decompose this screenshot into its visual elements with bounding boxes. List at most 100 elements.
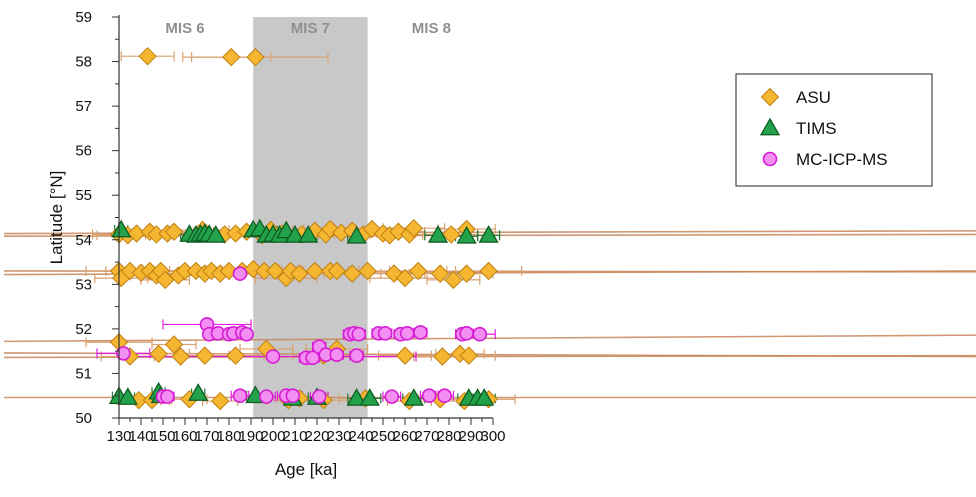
asu-point: [210, 391, 230, 411]
asu-point: [120, 261, 140, 281]
y-tick-label: 54: [75, 232, 92, 249]
y-tick-label: 55: [75, 187, 92, 204]
mc-icp-ms-point: [413, 325, 428, 340]
mc-icp-ms-point: [232, 388, 248, 404]
period-label: MIS 6: [165, 20, 204, 37]
x-tick-label: 230: [326, 428, 351, 445]
x-tick-label: 290: [458, 428, 483, 445]
x-tick-label: 140: [128, 428, 153, 445]
tims-point: [284, 225, 306, 243]
tims-point: [346, 388, 367, 406]
tims-point: [478, 225, 499, 243]
mc-icp-ms-point: [349, 348, 364, 363]
mc-icp-ms-point: [232, 266, 248, 281]
asu-point: [444, 270, 463, 290]
mc-icp-ms-point: [160, 389, 175, 404]
tims-point: [111, 219, 132, 238]
mc-icp-ms-point: [116, 346, 131, 361]
x-tick-label: 170: [194, 428, 219, 445]
asu-point: [171, 347, 190, 366]
x-tick-label: 210: [282, 428, 307, 445]
asu-point: [430, 264, 450, 283]
x-tick-label: 160: [172, 428, 197, 445]
mc-icp-ms-point: [437, 388, 452, 404]
tims-point: [456, 225, 477, 244]
mc-icp-ms-point: [377, 326, 393, 341]
y-tick-label: 52: [75, 321, 92, 338]
y-axis-label: Latitude [°N]: [47, 171, 66, 265]
legend-label: TIMS: [796, 119, 837, 138]
asu-point: [433, 347, 452, 366]
y-tick-label: 59: [75, 9, 92, 26]
asu-point: [479, 261, 498, 281]
tims-point: [427, 225, 449, 243]
tims-point: [474, 388, 495, 406]
asu-point: [221, 47, 241, 67]
period-label: MIS 8: [412, 20, 451, 37]
asu-point: [265, 261, 285, 281]
asu-point: [246, 47, 265, 67]
x-tick-label: 240: [348, 428, 373, 445]
x-tick-label: 130: [106, 428, 131, 445]
asu-point: [164, 335, 184, 354]
legend-marker: [762, 151, 778, 167]
legend-marker: [759, 117, 781, 136]
asu-point: [459, 346, 479, 365]
tims-point: [188, 383, 209, 401]
legend-marker: [760, 87, 780, 107]
y-tick-label: 50: [75, 410, 92, 427]
x-tick-label: 280: [436, 428, 461, 445]
asu-point: [164, 222, 184, 241]
x-tick-label: 250: [370, 428, 395, 445]
asu-point: [290, 264, 309, 283]
mc-icp-ms-point: [265, 349, 281, 364]
y-tick-label: 56: [75, 143, 92, 160]
mc-icp-ms-point: [399, 326, 415, 341]
y-tick-label: 57: [75, 98, 92, 115]
tims-point: [117, 387, 138, 405]
asu-point: [358, 261, 377, 281]
y-tick-label: 58: [75, 54, 92, 71]
x-tick-label: 270: [414, 428, 439, 445]
mc-icp-ms-point: [329, 347, 345, 363]
asu-point: [195, 346, 215, 365]
mc-icp-ms-point: [305, 350, 320, 366]
period-label: MIS 7: [291, 20, 330, 37]
x-tick-label: 180: [216, 428, 241, 445]
x-axis-label: Age [ka]: [275, 460, 337, 479]
mc-icp-ms-point: [459, 326, 474, 341]
x-tick-label: 220: [304, 428, 329, 445]
mc-icp-ms-point: [285, 388, 301, 404]
asu-point: [305, 261, 325, 281]
asu-point: [243, 259, 263, 279]
mc-icp-ms-point: [384, 389, 400, 404]
tims-point: [298, 225, 319, 243]
tims-point: [346, 225, 367, 244]
asu-point: [441, 225, 461, 244]
y-tick-label: 51: [75, 365, 92, 382]
x-tick-label: 260: [392, 428, 417, 445]
asu-point: [395, 346, 415, 365]
asu-point: [457, 264, 476, 283]
tims-point: [403, 388, 424, 406]
x-tick-label: 200: [260, 428, 285, 445]
asu-point: [408, 261, 428, 281]
asu-point: [404, 218, 424, 238]
asu-point: [395, 268, 415, 288]
mc-icp-ms-point: [421, 388, 437, 404]
mc-icp-ms-point: [311, 389, 327, 404]
mc-icp-ms-point: [239, 326, 254, 342]
mc-icp-ms-point: [351, 326, 367, 342]
trend-line: [3, 334, 976, 343]
asu-point: [149, 344, 168, 364]
mc-icp-ms-point: [472, 326, 488, 342]
x-tick-label: 150: [150, 428, 175, 445]
tims-point: [205, 225, 226, 243]
asu-point: [327, 261, 347, 281]
asu-point: [226, 346, 245, 365]
y-tick-label: 53: [75, 276, 92, 293]
asu-point: [138, 47, 157, 66]
x-tick-label: 300: [480, 428, 505, 445]
